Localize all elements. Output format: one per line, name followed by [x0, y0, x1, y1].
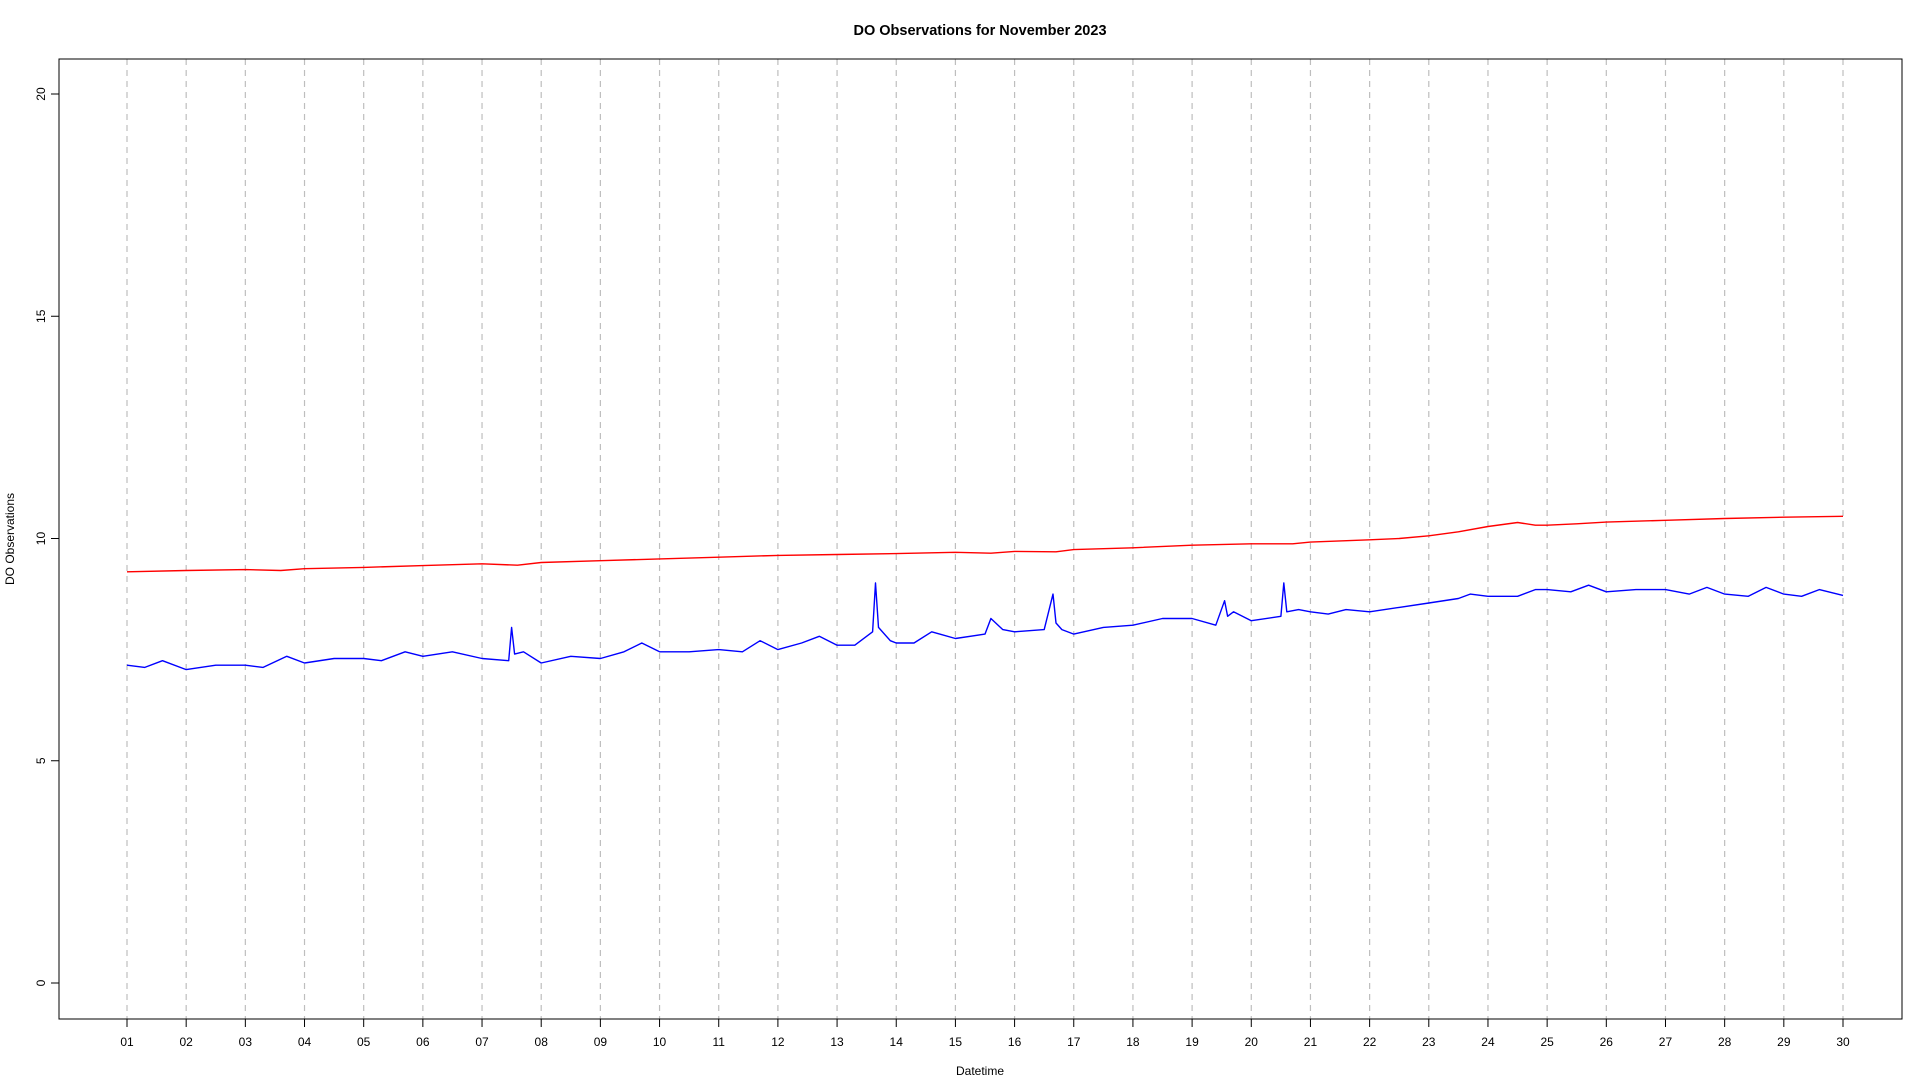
y-tick-label: 20 [34, 87, 48, 101]
x-tick-label: 11 [712, 1035, 725, 1049]
x-tick-label: 30 [1836, 1035, 1850, 1049]
x-tick-label: 08 [535, 1035, 549, 1049]
x-tick-label: 10 [653, 1035, 667, 1049]
x-tick-label: 03 [239, 1035, 253, 1049]
gridlines [126, 59, 1844, 1019]
x-tick-label: 02 [179, 1035, 193, 1049]
x-tick-label: 29 [1777, 1035, 1791, 1049]
x-tick-label: 16 [1008, 1035, 1022, 1049]
x-tick-label: 15 [949, 1035, 963, 1049]
x-axis-label: Datetime [956, 1064, 1004, 1078]
x-tick-label: 26 [1600, 1035, 1614, 1049]
y-axis-label: DO Observations [3, 493, 17, 585]
x-tick-label: 27 [1659, 1035, 1673, 1049]
x-tick-label: 28 [1718, 1035, 1732, 1049]
y-tick-label: 15 [34, 309, 48, 323]
x-tick-label: 21 [1304, 1035, 1318, 1049]
x-tick-label: 22 [1363, 1035, 1377, 1049]
x-tick-label: 12 [771, 1035, 785, 1049]
x-tick-label: 13 [830, 1035, 844, 1049]
y-tick-label: 10 [34, 532, 48, 546]
y-tick-label: 0 [34, 979, 48, 986]
x-tick-label: 18 [1126, 1035, 1140, 1049]
x-tick-label: 25 [1540, 1035, 1554, 1049]
x-tick-label: 20 [1245, 1035, 1259, 1049]
x-tick-label: 01 [120, 1035, 134, 1049]
series-layer [126, 515, 1844, 671]
x-tick-label: 09 [594, 1035, 608, 1049]
x-tick-label: 14 [890, 1035, 904, 1049]
x-tick-label: 05 [357, 1035, 371, 1049]
x-tick-label: 07 [475, 1035, 489, 1049]
x-tick-label: 23 [1422, 1035, 1436, 1049]
series-line-1 [126, 515, 1844, 573]
axes: 01 02 03 04 05 06 07 08 09 10 11 12 13 14 15 16 17 18 19 20… [34, 87, 1850, 1049]
y-tick-label: 5 [34, 757, 48, 764]
x-tick-label: 04 [298, 1035, 312, 1049]
x-tick-label: 17 [1067, 1035, 1081, 1049]
chart-title: DO Observations for November 2023 [853, 23, 1106, 39]
x-tick-label: 24 [1481, 1035, 1495, 1049]
x-tick-label: 19 [1185, 1035, 1199, 1049]
series-line-2 [126, 582, 1844, 671]
x-tick-label: 06 [416, 1035, 430, 1049]
